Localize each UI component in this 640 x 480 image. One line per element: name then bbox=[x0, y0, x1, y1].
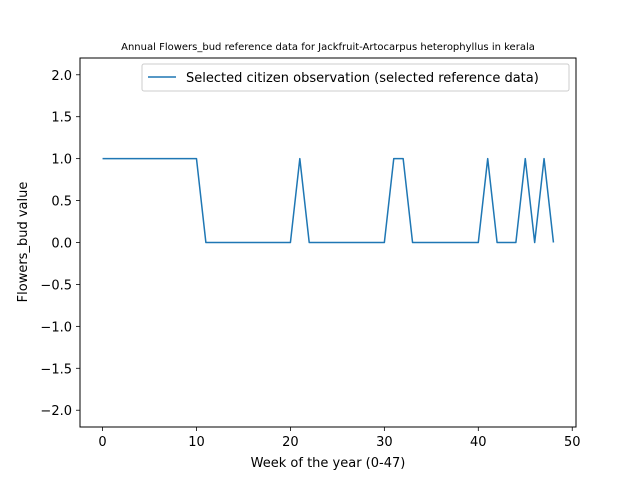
y-tick-label: −0.5 bbox=[40, 278, 72, 293]
x-tick-label: 50 bbox=[564, 435, 581, 450]
y-axis-ticks: −2.0 −1.5 −1.0 −0.5 0.0 0.5 1.0 1.5 2.0 bbox=[40, 69, 80, 419]
y-tick-label: 1.5 bbox=[51, 111, 72, 126]
y-axis-label: Flowers_bud value bbox=[16, 182, 31, 303]
legend: Selected citizen observation (selected r… bbox=[141, 63, 570, 92]
legend-label: Selected citizen observation (selected r… bbox=[186, 71, 539, 86]
x-tick-label: 30 bbox=[376, 435, 393, 450]
y-tick-label: 0.5 bbox=[51, 195, 72, 210]
x-tick-label: 10 bbox=[188, 435, 205, 450]
x-axis-label: Week of the year (0-47) bbox=[251, 456, 406, 471]
plot-area bbox=[102, 157, 555, 244]
y-tick-label: −2.0 bbox=[40, 404, 72, 419]
y-tick-label: −1.0 bbox=[40, 320, 72, 335]
series-line-0 bbox=[102, 157, 555, 244]
plot-frame bbox=[79, 57, 577, 428]
x-tick-label: 20 bbox=[282, 435, 299, 450]
chart-title: Annual Flowers_bud reference data for Ja… bbox=[121, 42, 535, 53]
y-tick-label: −1.5 bbox=[40, 362, 72, 377]
y-tick-label: 2.0 bbox=[51, 69, 72, 84]
y-tick-label: 0.0 bbox=[51, 237, 72, 252]
legend-box bbox=[141, 63, 570, 92]
y-tick-label: 1.0 bbox=[51, 153, 72, 168]
x-axis-ticks: 0 10 20 30 40 50 bbox=[98, 427, 581, 450]
x-tick-label: 0 bbox=[98, 435, 106, 450]
x-tick-label: 40 bbox=[470, 435, 487, 450]
